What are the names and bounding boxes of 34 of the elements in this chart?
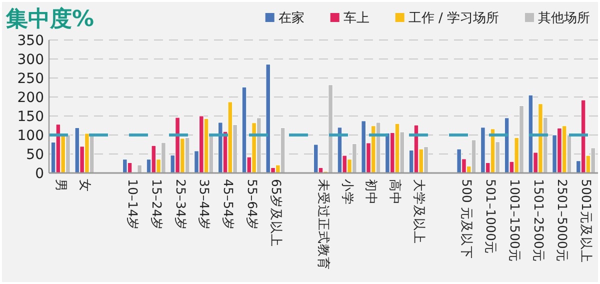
- x-tick-label: 初中: [364, 179, 380, 205]
- x-tick-label: 501–1000元: [484, 179, 499, 254]
- legend-label: 工作 / 学习场所: [408, 11, 499, 26]
- x-tick-label: 大学及以上: [412, 179, 427, 244]
- y-tick-label: 0: [35, 166, 44, 182]
- chart-title: 集中度%: [5, 6, 94, 32]
- x-tick-label: 25–34岁: [173, 179, 188, 230]
- x-tick-label: 2501–5000元: [555, 179, 570, 262]
- x-tick-label: 高中: [388, 179, 404, 205]
- x-tick-label: 1001–1500元: [507, 179, 522, 262]
- x-tick-label: 女: [78, 179, 93, 192]
- y-tick-label: 350: [17, 33, 44, 49]
- x-tick-label: 15–24岁: [149, 179, 164, 230]
- legend-label: 车上: [343, 11, 370, 26]
- x-tick-label: 10–14岁: [126, 179, 141, 230]
- x-tick-label: 45–54岁: [221, 179, 236, 230]
- y-tick-label: 200: [17, 90, 44, 106]
- y-tick-label: 300: [17, 52, 44, 68]
- x-tick-label: 35–44岁: [197, 179, 212, 230]
- x-tick-label: 1501–2500元: [531, 179, 546, 262]
- x-tick-label: 小学: [340, 179, 356, 205]
- x-tick-label: 55–64岁: [244, 179, 260, 230]
- y-tick-label: 250: [17, 71, 44, 87]
- x-tick-label: 500 元及以下: [460, 179, 475, 259]
- y-tick-label: 50: [26, 147, 44, 163]
- x-tick-label: 65岁及以上: [268, 179, 284, 247]
- x-tick-label: 男: [54, 179, 69, 192]
- x-tick-label: 5001元及以上: [579, 179, 594, 263]
- x-tick-label: 未受过正式教育: [316, 179, 332, 270]
- y-tick-label: 150: [17, 109, 44, 125]
- bar: [137, 164, 142, 174]
- legend-label: 其他场所: [538, 11, 590, 26]
- legend-label: 在家: [278, 10, 304, 26]
- y-tick-label: 100: [17, 128, 44, 144]
